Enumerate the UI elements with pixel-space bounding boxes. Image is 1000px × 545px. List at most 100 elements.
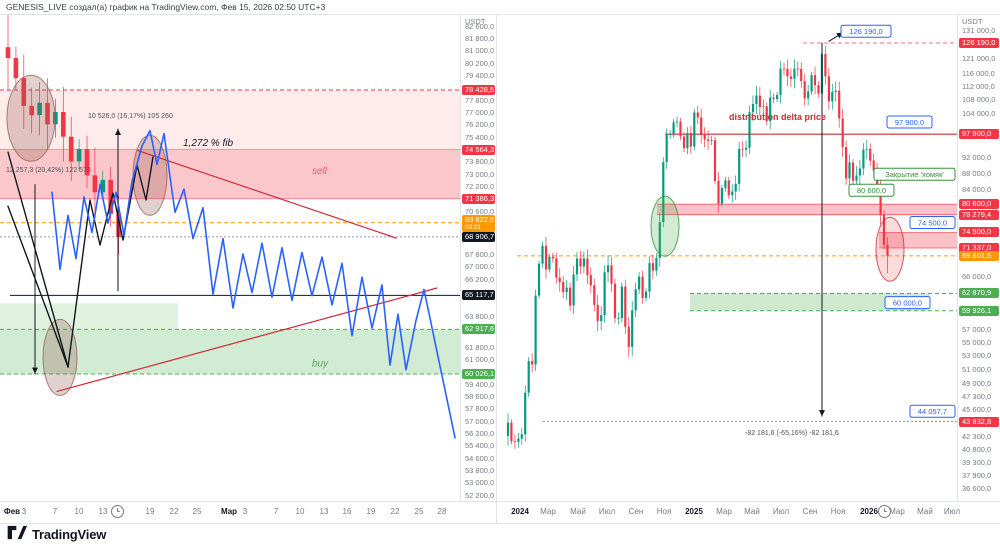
price-axis-tick: 61 800,0 bbox=[465, 343, 495, 352]
clock-icon[interactable] bbox=[111, 505, 124, 518]
time-axis-tick: Ноя bbox=[656, 507, 672, 516]
price-axis-tick: 37 900,0 bbox=[962, 471, 992, 480]
price-axis-tick: 66 000,0 bbox=[962, 272, 992, 281]
chart-annotation-text: buy bbox=[312, 359, 329, 370]
price-label-box[interactable]: 97 900,0 bbox=[886, 115, 933, 129]
time-axis-tick: 2026 bbox=[860, 507, 878, 516]
price-axis-tick: 57 000,0 bbox=[465, 417, 495, 426]
price-axis-tick: 77 000,0 bbox=[465, 108, 495, 117]
price-axis-tick: 49 000,0 bbox=[962, 379, 992, 388]
price-axis-tick: 131 000,0 bbox=[962, 26, 996, 35]
price-axis-tick: 53 000,0 bbox=[465, 478, 495, 487]
price-axis-tick: 66 200,0 bbox=[465, 275, 495, 284]
price-axis-label: 60 026,1 bbox=[462, 369, 495, 380]
chart-annotation-text: 1,272 % fib bbox=[183, 138, 233, 149]
price-label-box[interactable]: 80 600,0 bbox=[848, 183, 895, 197]
price-axis-label: 80 600,0 bbox=[959, 199, 999, 210]
time-axis-tick: Мар bbox=[716, 507, 732, 516]
time-axis-tick: Июл bbox=[598, 507, 616, 516]
tradingview-logo-icon[interactable] bbox=[7, 525, 27, 545]
chart-svg[interactable]: distribution delta price -82 181,6 (-65,1… bbox=[497, 15, 957, 501]
svg-text:44 057,7: 44 057,7 bbox=[918, 407, 947, 416]
drawing-line[interactable] bbox=[51, 129, 456, 439]
price-axis-tick: 36 600,0 bbox=[962, 484, 992, 493]
drawing-line[interactable] bbox=[56, 287, 438, 392]
price-axis-label: 69 801,5 bbox=[959, 251, 999, 262]
candles bbox=[5, 15, 121, 255]
left-chart-panel: 10 526,0 (16,17%) 105 260 12 257,3 (20,42… bbox=[0, 15, 497, 523]
price-axis-label: 62 870,9 bbox=[959, 288, 999, 299]
time-axis-tick: 2025 bbox=[685, 507, 703, 516]
right-chart-canvas[interactable]: distribution delta price -82 181,6 (-65,1… bbox=[497, 15, 957, 501]
svg-text:Закрытие 'хомяк': Закрытие 'хомяк' bbox=[885, 170, 944, 179]
price-axis-tick: 88 000,0 bbox=[962, 169, 992, 178]
price-axis-tick: 55 400,0 bbox=[465, 441, 495, 450]
left-chart-canvas[interactable]: 10 526,0 (16,17%) 105 260 12 257,3 (20,42… bbox=[0, 15, 460, 501]
drawing-line[interactable] bbox=[137, 150, 397, 239]
time-axis-tick: 16 bbox=[342, 507, 352, 516]
price-label-box[interactable]: 60 000,0 bbox=[884, 296, 931, 310]
price-axis-tick: 108 000,0 bbox=[962, 95, 996, 104]
left-price-axis[interactable]: USDT 82 600,0 81 800,0 81 000,0 80 200,0 79 … bbox=[460, 15, 496, 501]
chart-svg[interactable]: 10 526,0 (16,17%) 105 260 12 257,3 (20,42… bbox=[0, 15, 460, 501]
time-axis-tick: Ноя bbox=[830, 507, 846, 516]
right-time-axis[interactable]: 2024 Мар Май Июл Сен Ноя 2025 Мар Май Июл Сен Ноя 20… bbox=[497, 501, 1000, 523]
time-axis-tick: 13 bbox=[98, 507, 108, 516]
price-axis-label: 59 926,1 bbox=[959, 306, 999, 317]
time-axis-tick: Мар bbox=[220, 507, 238, 516]
price-zone[interactable] bbox=[879, 232, 957, 249]
price-axis-tick: 112 000,0 bbox=[962, 82, 995, 91]
time-axis-tick: 3 bbox=[21, 507, 27, 516]
time-axis-tick: Сен bbox=[802, 507, 818, 516]
highlight-ellipse[interactable] bbox=[875, 216, 905, 282]
time-axis-tick: 22 bbox=[169, 507, 179, 516]
time-axis-tick: 10 bbox=[74, 507, 84, 516]
price-axis-label: 65 117,7 bbox=[462, 290, 495, 301]
price-axis-label: 43 932,8 bbox=[959, 417, 999, 428]
chart-annotation-text: -82 181,6 (-65,16%) -82 181,6 bbox=[745, 430, 839, 437]
svg-text:80 600,0: 80 600,0 bbox=[857, 186, 886, 195]
price-axis-tick: 72 200,0 bbox=[465, 182, 495, 191]
price-axis-tick: 54 600,0 bbox=[465, 454, 495, 463]
price-axis-tick: 121 000,0 bbox=[962, 54, 996, 63]
price-label-box[interactable]: 126 190,0 bbox=[840, 24, 892, 38]
price-zone[interactable] bbox=[657, 204, 957, 215]
candles bbox=[506, 43, 889, 449]
price-label-box[interactable]: Закрытие 'хомяк' bbox=[873, 167, 956, 181]
time-axis-tick: 19 bbox=[366, 507, 376, 516]
time-axis-tick: Июл bbox=[772, 507, 790, 516]
drawing-line[interactable] bbox=[7, 151, 69, 368]
price-axis-tick: 80 200,0 bbox=[465, 59, 495, 68]
price-axis-tick: 42 300,0 bbox=[962, 432, 992, 441]
price-axis-tick: 79 400,0 bbox=[465, 71, 495, 80]
highlight-ellipse[interactable] bbox=[42, 318, 78, 396]
chart-annotation-text: 10 526,0 (16,17%) 105 260 bbox=[88, 113, 173, 120]
chart-layout: 10 526,0 (16,17%) 105 260 12 257,3 (20,42… bbox=[0, 14, 1000, 524]
right-price-axis[interactable]: USDT 131 000,0 121 000,0 116 000,0 112 000,… bbox=[957, 15, 1000, 501]
price-zone[interactable] bbox=[0, 303, 178, 330]
price-axis-tick: 104 000,0 bbox=[962, 109, 996, 118]
price-zone[interactable] bbox=[690, 293, 930, 311]
left-time-axis[interactable]: Фев 3 7 10 13 19 22 25 Мар 3 7 10 13 16 19 22 25 28 bbox=[0, 501, 496, 523]
time-axis-tick: Май bbox=[744, 507, 760, 516]
price-label-box[interactable]: 44 057,7 bbox=[909, 404, 956, 418]
tradingview-logo-text[interactable]: TradingView bbox=[32, 527, 107, 542]
clock-icon[interactable] bbox=[878, 505, 891, 518]
time-axis-tick: 3 bbox=[242, 507, 248, 516]
price-axis-label: 126 190,0 bbox=[959, 38, 999, 49]
highlight-ellipse[interactable] bbox=[6, 74, 56, 162]
price-zone[interactable] bbox=[0, 149, 460, 199]
highlight-ellipse[interactable] bbox=[650, 195, 680, 257]
price-axis-tick: 75 400,0 bbox=[465, 133, 495, 142]
svg-text:60 000,0: 60 000,0 bbox=[893, 298, 922, 307]
right-axis-unit-label: USDT bbox=[962, 17, 983, 26]
price-label-box[interactable]: 74 500,0 bbox=[909, 216, 956, 229]
price-axis-tick: 92 000,0 bbox=[962, 153, 992, 162]
time-axis-tick: Июл bbox=[943, 507, 961, 516]
price-zone[interactable] bbox=[0, 90, 460, 150]
svg-text:74 500,0: 74 500,0 bbox=[918, 218, 947, 227]
time-axis-tick: Май bbox=[917, 507, 933, 516]
time-axis-tick: 22 bbox=[390, 507, 400, 516]
drawing-line[interactable] bbox=[7, 205, 69, 368]
price-axis-label: 78 279,4 bbox=[959, 210, 999, 221]
